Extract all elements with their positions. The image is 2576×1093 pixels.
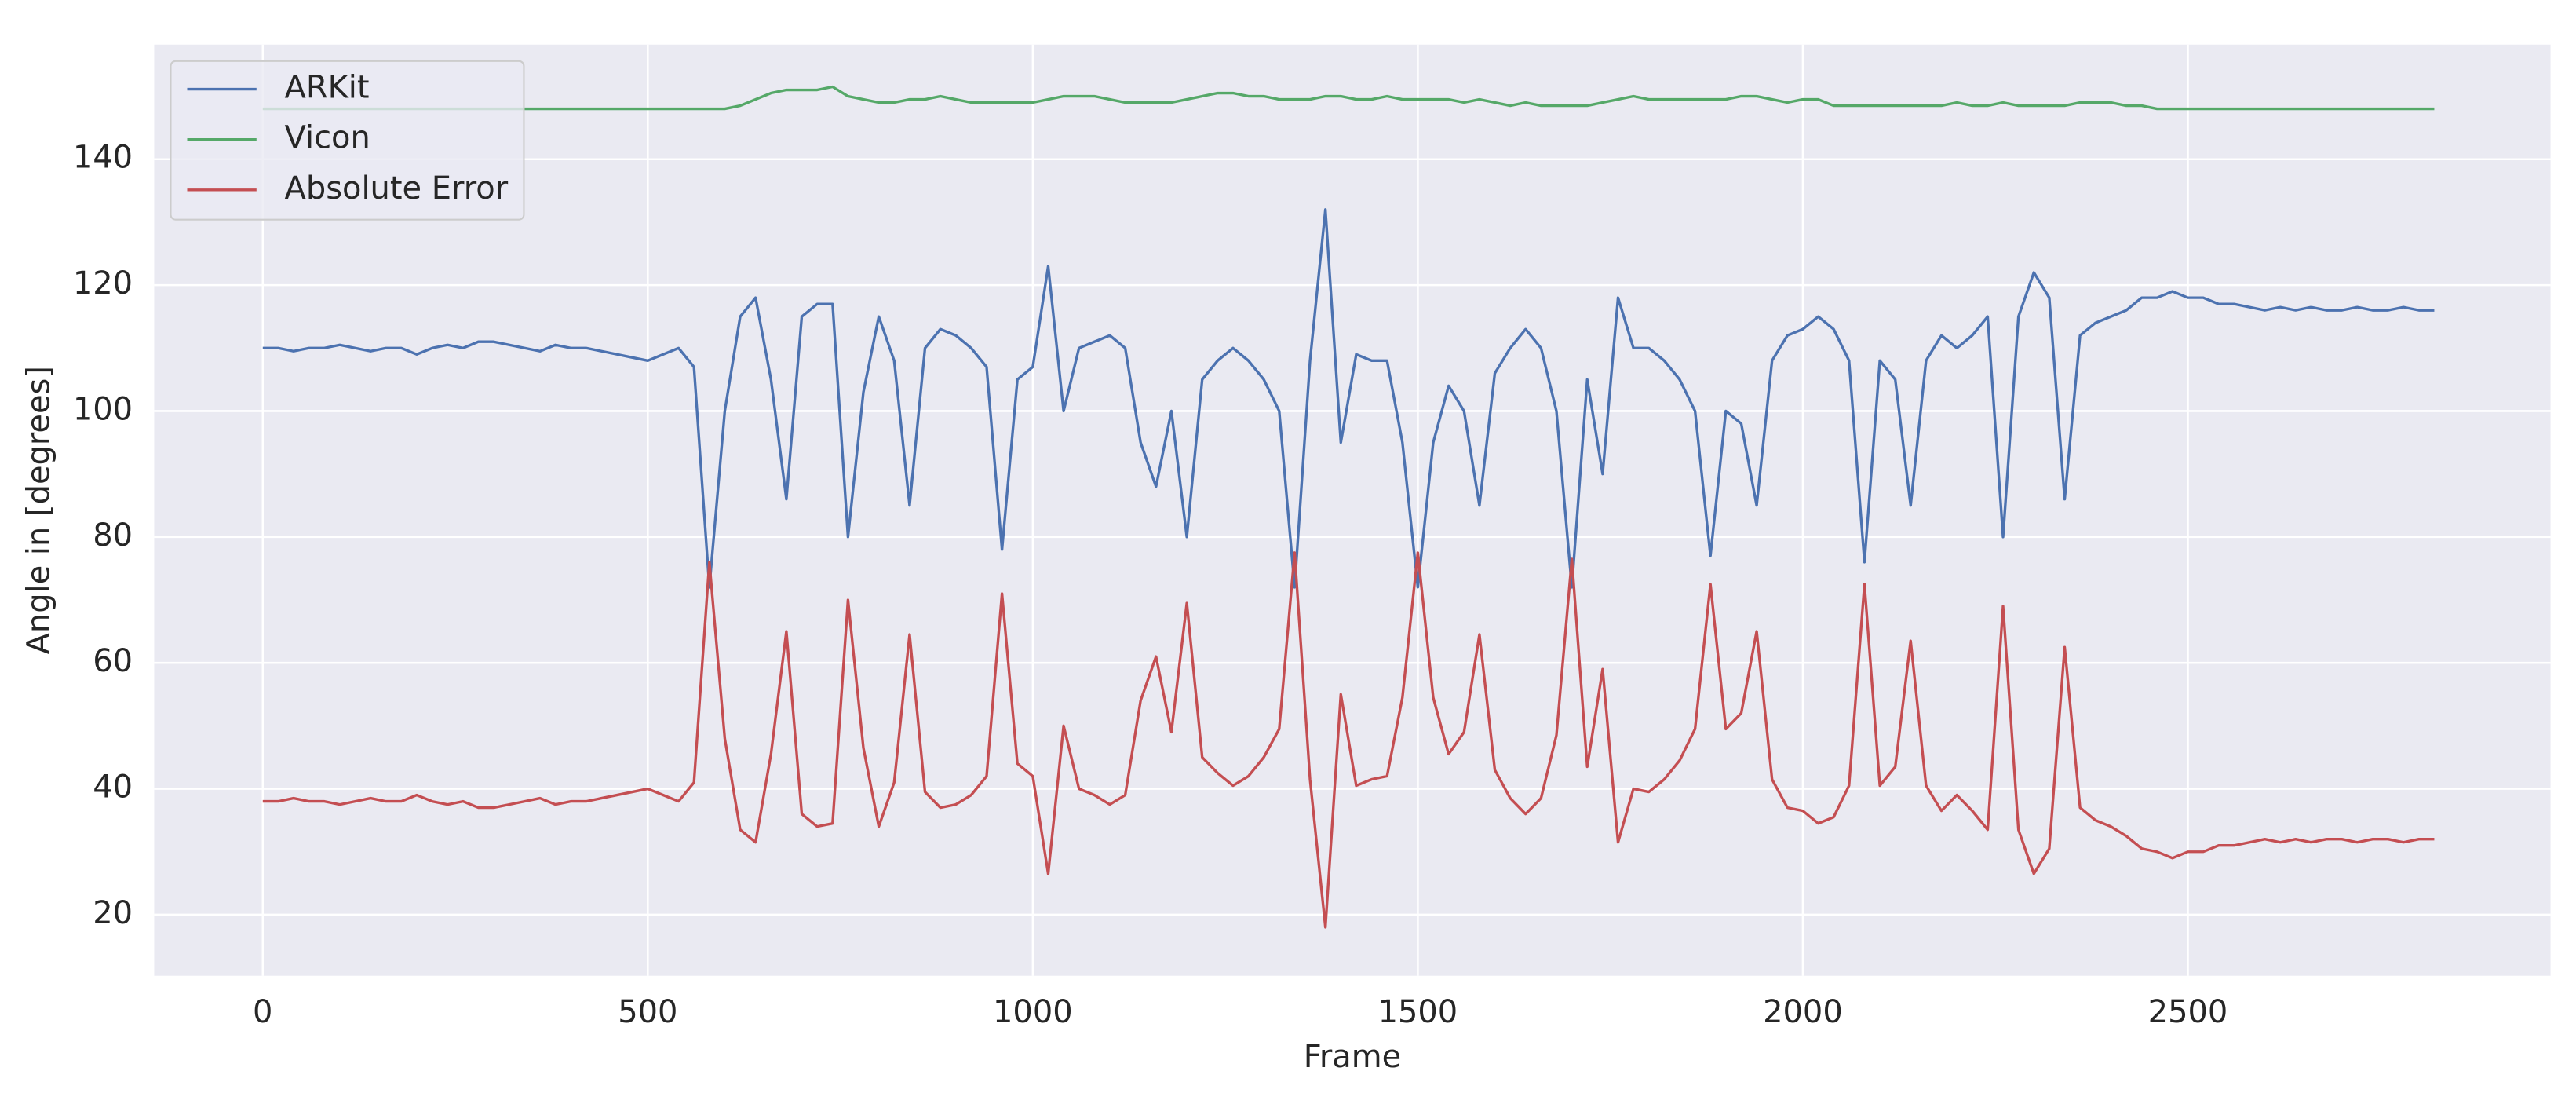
legend-box [170,60,525,221]
y-tick-label: 80 [93,517,133,554]
y-tick-label: 40 [93,769,133,806]
y-tick-label: 100 [73,391,133,427]
x-tick-label: 2500 [2148,994,2228,1030]
x-tick-label: 1500 [1378,994,1458,1030]
lines [262,85,2435,929]
legend-label: Absolute Error [285,170,509,207]
x-tick-label: 1000 [993,994,1073,1030]
legend-label: ARKit [285,70,370,106]
x-tick-label: 0 [253,994,272,1030]
data-line [262,85,2435,111]
plot-area [154,44,2551,976]
y-tick-label: 20 [93,895,133,931]
y-tick-label: 60 [93,643,133,679]
y-tick-label: 120 [73,265,133,302]
legend: ARKit Vicon Absolute Error [170,60,525,221]
data-line [262,551,2435,929]
x-tick-label: 500 [618,994,677,1030]
x-axis-label: Frame [1304,1039,1401,1075]
y-axis-label: Angle in [degrees] [20,366,57,654]
x-tick-label: 2000 [1763,994,1843,1030]
data-line [262,208,2435,589]
y-tick-label: 140 [73,140,133,176]
labels: 20 40 60 80 100 120 140 0 500 1000 1500 2000 2500 [73,140,2228,1030]
legend-label: Vicon [285,120,370,156]
